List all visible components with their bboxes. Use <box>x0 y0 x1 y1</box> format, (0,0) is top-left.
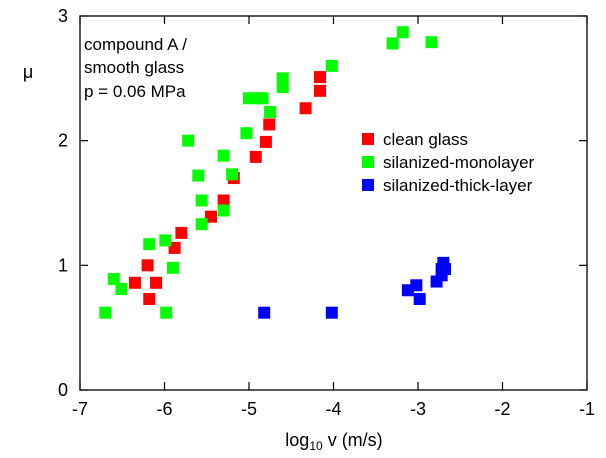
data-point <box>217 149 230 162</box>
data-point <box>276 81 289 94</box>
x-tick-label: -7 <box>72 399 88 419</box>
x-axis-label-suffix: v (m/s) <box>323 430 383 450</box>
data-point <box>258 306 271 319</box>
annotation-line-2: smooth glass <box>84 58 184 77</box>
data-point <box>141 259 154 272</box>
data-point <box>107 273 120 286</box>
data-point <box>143 292 156 305</box>
x-tick-label: -3 <box>410 399 426 419</box>
data-point <box>99 306 112 319</box>
data-point <box>192 169 205 182</box>
data-point <box>413 292 426 305</box>
data-point <box>263 118 276 131</box>
x-axis-label: log10 v (m/s) <box>285 430 382 453</box>
x-axis-label-prefix: log <box>285 430 309 450</box>
data-point <box>168 241 181 254</box>
x-tick-label: -1 <box>579 399 595 419</box>
annotation-line-1: compound A / <box>84 35 187 54</box>
data-point <box>195 194 208 207</box>
data-point <box>150 276 163 289</box>
data-point <box>217 194 230 207</box>
y-tick-label: 3 <box>58 6 68 26</box>
data-point <box>410 279 423 292</box>
data-point <box>240 127 253 140</box>
data-point <box>143 238 156 251</box>
data-point <box>256 92 269 105</box>
data-point <box>386 37 399 50</box>
y-tick-label: 1 <box>58 255 68 275</box>
x-tick-label: -4 <box>325 399 341 419</box>
data-point <box>264 105 277 118</box>
data-point <box>128 276 141 289</box>
data-point <box>217 204 230 217</box>
data-point <box>313 71 326 84</box>
data-point <box>249 150 262 163</box>
data-point <box>195 218 208 231</box>
annotation-line-3: p = 0.06 MPa <box>84 82 186 101</box>
data-point <box>299 102 312 115</box>
data-point <box>425 36 438 49</box>
series-silanized-monolayer <box>99 26 438 319</box>
x-tick-label: -5 <box>241 399 257 419</box>
axis-tick-labels: -7 -6 -5 -4 -3 -2 -1 0 1 2 3 <box>58 6 595 419</box>
data-point <box>115 283 128 296</box>
data-point <box>439 263 452 276</box>
legend-label: clean glass <box>383 130 468 149</box>
data-point <box>325 306 338 319</box>
data-point <box>182 134 195 147</box>
legend-label: silanized-thick-layer <box>383 176 533 195</box>
legend-swatch <box>362 133 374 145</box>
data-point <box>325 59 338 72</box>
data-point <box>175 226 188 239</box>
x-axis-label-subscript: 10 <box>309 439 323 453</box>
x-tick-label: -2 <box>494 399 510 419</box>
legend-swatch <box>362 156 374 168</box>
series-clean glass <box>128 71 326 305</box>
legend: clean glass silanized-monolayer silanized-… <box>362 130 535 195</box>
data-point <box>313 84 326 97</box>
data-point <box>396 26 409 39</box>
y-tick-label: 0 <box>58 380 68 400</box>
y-tick-label: 2 <box>58 131 68 151</box>
series-silanized-thick-layer <box>258 256 452 319</box>
data-point <box>204 210 217 223</box>
data-point <box>226 168 239 181</box>
data-points <box>99 26 452 319</box>
legend-swatch <box>362 179 374 191</box>
annotation: compound A / smooth glass p = 0.06 MPa <box>84 35 187 101</box>
y-axis-label: μ <box>23 62 33 82</box>
x-tick-label: -6 <box>156 399 172 419</box>
data-point <box>160 306 173 319</box>
legend-label: silanized-monolayer <box>383 153 535 172</box>
data-point <box>166 261 179 274</box>
data-point <box>259 135 272 148</box>
axis-ticks <box>79 15 588 391</box>
data-point <box>159 234 172 247</box>
